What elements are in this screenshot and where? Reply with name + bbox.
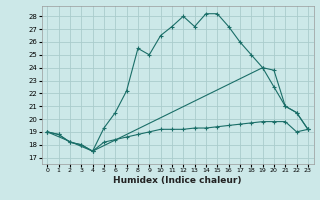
X-axis label: Humidex (Indice chaleur): Humidex (Indice chaleur) [113, 176, 242, 185]
